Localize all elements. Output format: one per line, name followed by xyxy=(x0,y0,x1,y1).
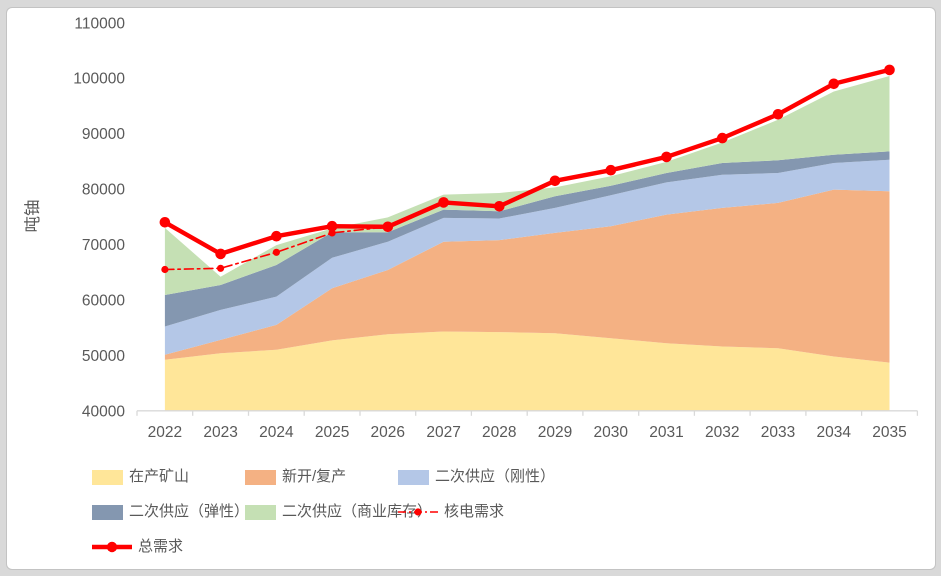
y-tick-label: 80000 xyxy=(82,182,125,199)
y-tick-label: 50000 xyxy=(82,348,125,365)
nuclear-demand-marker xyxy=(217,264,225,272)
demand-lines xyxy=(159,64,895,274)
total-demand-marker xyxy=(549,175,561,187)
total-demand-line xyxy=(162,67,892,257)
area-series-2 xyxy=(164,189,890,363)
axis-labels: 40000 50000 60000 70000 80000 90000 100000 1100… xyxy=(73,15,906,441)
x-axis xyxy=(136,410,919,416)
total-demand-marker xyxy=(215,248,226,260)
total-demand-marker xyxy=(382,221,394,233)
total-demand-marker xyxy=(772,109,784,120)
total-demand-marker xyxy=(884,64,895,76)
x-tick-label: 2022 xyxy=(148,424,182,441)
area-series-3 xyxy=(164,159,890,355)
x-tick-label: 2034 xyxy=(817,424,852,441)
x-tick-label: 2031 xyxy=(649,424,683,441)
x-tick-label: 2029 xyxy=(538,424,572,441)
x-tick-label: 2032 xyxy=(705,424,739,441)
y-axis-title: 吨铀 xyxy=(23,200,42,233)
total-demand-marker xyxy=(326,220,338,232)
total-demand-marker xyxy=(159,217,171,228)
total-demand-marker xyxy=(605,164,617,176)
y-tick-label: 40000 xyxy=(82,403,125,420)
x-tick-label: 2025 xyxy=(315,424,349,441)
x-tick-label: 2024 xyxy=(259,424,294,441)
y-tick-label: 90000 xyxy=(82,126,125,143)
total-demand-marker xyxy=(271,230,282,242)
y-tick-label: 60000 xyxy=(82,292,125,309)
stacked-areas xyxy=(164,76,890,411)
x-tick-label: 2027 xyxy=(426,424,460,441)
x-tick-label: 2028 xyxy=(482,424,516,441)
total-demand-marker xyxy=(661,151,672,163)
x-tick-label: 2026 xyxy=(371,424,405,441)
x-tick-label: 2023 xyxy=(203,424,237,441)
nuclear-demand-marker xyxy=(161,265,169,274)
y-tick-label: 70000 xyxy=(82,237,125,254)
x-tick-label: 2033 xyxy=(761,424,795,441)
total-demand-marker xyxy=(828,78,840,90)
nuclear-demand-marker xyxy=(272,248,280,256)
x-tick-label: 2030 xyxy=(594,424,629,441)
area-series-1 xyxy=(164,331,890,411)
y-tick-label: 100000 xyxy=(73,71,125,88)
total-demand-marker xyxy=(438,197,449,208)
area-series-5 xyxy=(164,76,890,295)
y-tick-label: 110000 xyxy=(74,15,125,32)
total-demand-marker xyxy=(494,201,505,212)
x-tick-label: 2035 xyxy=(872,424,906,441)
total-demand-marker xyxy=(717,132,728,144)
